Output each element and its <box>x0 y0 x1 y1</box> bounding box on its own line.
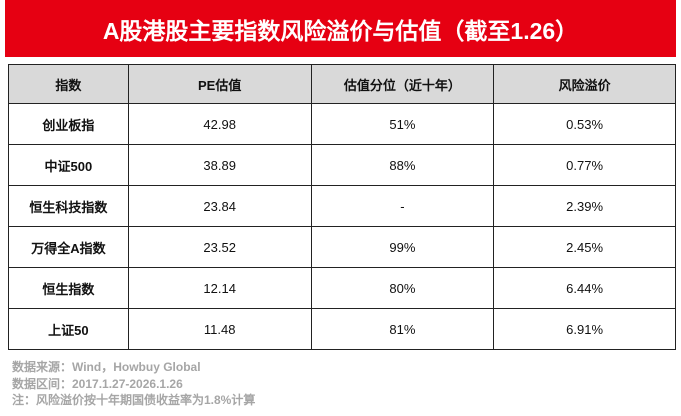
table-cell: 恒生指数 <box>8 267 129 309</box>
table-cell: 12.14 <box>127 267 312 309</box>
column-header: 指数 <box>8 64 129 104</box>
table-cell: 万得全A指数 <box>8 226 129 268</box>
table-cell: 11.48 <box>127 308 312 350</box>
table-cell: 23.52 <box>127 226 312 268</box>
column-header: 估值分位（近十年） <box>310 64 495 104</box>
table-cell: 81% <box>310 308 495 350</box>
table-cell: 6.44% <box>493 267 676 309</box>
table-cell: 中证500 <box>8 144 129 186</box>
table-cell: 0.53% <box>493 103 676 145</box>
table-cell: 上证50 <box>8 308 129 350</box>
table-body: 创业板指 42.98 51% 0.53% 中证500 38.89 88% 0.77% 恒生科技指… <box>8 103 676 350</box>
title: A股港股主要指数风险溢价与估值（截至1.26） <box>102 17 579 44</box>
table-cell: 0.77% <box>493 144 676 186</box>
table-cell: 2.39% <box>493 185 676 227</box>
header-row: 指数 PE估值 估值分位（近十年） 风险溢价 <box>8 64 676 104</box>
column-header: 风险溢价 <box>493 64 676 104</box>
table-cell: 38.89 <box>127 144 312 186</box>
note: 注：风险溢价按十年期国债收益率为1.8%计算 <box>12 393 256 407</box>
table-cell: 2.45% <box>493 226 676 268</box>
table-row: 中证500 38.89 88% 0.77% <box>8 144 676 186</box>
column-header: PE估值 <box>127 64 312 104</box>
table-cell: 恒生科技指数 <box>8 185 129 227</box>
table-row: 上证50 11.48 81% 6.91% <box>8 308 676 350</box>
table-cell: 6.91% <box>493 308 676 350</box>
table-cell: 51% <box>310 103 495 145</box>
table: 指数 PE估值 估值分位（近十年） 风险溢价 创业板指 42.98 51% 0.53% 中证5… <box>8 64 676 350</box>
table-row: 万得全A指数 23.52 99% 2.45% <box>8 226 676 268</box>
title-bar: A股港股主要指数风险溢价与估值（截至1.26） <box>5 0 676 57</box>
table-cell: - <box>310 185 495 227</box>
table-row: 恒生科技指数 23.84-2.39% <box>8 185 676 227</box>
table-cell: 23.84 <box>127 185 312 227</box>
table-cell: 88% <box>310 144 495 186</box>
table-row: 恒生指数 12.14 80% 6.44% <box>8 267 676 309</box>
table-cell: 42.98 <box>127 103 312 145</box>
note: 数据来源：Wind，Howbuy Global <box>12 360 201 374</box>
table-cell: 创业板指 <box>8 103 129 145</box>
notes: 数据来源：Wind，Howbuy Global 数据区间：2017.1.27-20… <box>12 359 255 409</box>
table-cell: 80% <box>310 267 495 309</box>
note: 数据区间：2017.1.27-2026.1.26 <box>12 376 183 391</box>
table-cell: 99% <box>310 226 495 268</box>
table-row: 创业板指 42.98 51% 0.53% <box>8 103 676 145</box>
